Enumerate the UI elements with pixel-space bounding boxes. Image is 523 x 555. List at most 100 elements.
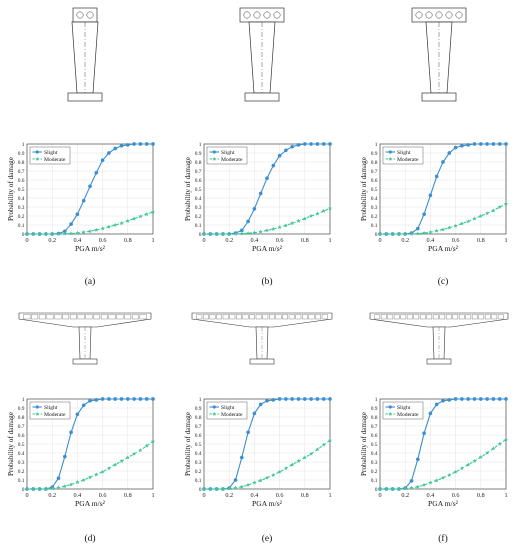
data-point	[239, 455, 244, 460]
data-point	[296, 143, 301, 147]
data-point	[246, 219, 250, 224]
data-point	[377, 231, 383, 236]
data-point	[415, 484, 420, 489]
y-tick-label: 0.3	[195, 205, 202, 211]
data-point	[284, 148, 288, 153]
data-point	[503, 437, 509, 442]
y-tick-label: 0.1	[195, 478, 202, 484]
pier-cell	[435, 11, 443, 19]
y-tick-label: 1	[22, 142, 25, 148]
data-point	[69, 430, 73, 435]
data-point	[119, 397, 124, 401]
pier-cell	[425, 11, 433, 19]
data-point	[113, 397, 118, 401]
deck-cell	[321, 314, 328, 320]
data-point	[453, 223, 458, 228]
data-point	[100, 158, 105, 163]
data-point	[277, 153, 282, 158]
chart-panel: 0 0.2 0.4 0.6 0.8 1 0 0.1 0.2 0.3 0.4 0.5 0.6 0.7 0.8 0…	[184, 397, 333, 544]
y-tick-label: 0.4	[195, 451, 202, 457]
data-point	[504, 397, 508, 401]
data-point	[119, 143, 124, 148]
data-point	[290, 221, 295, 225]
x-tick-label: 0	[25, 237, 28, 244]
data-point	[415, 226, 420, 231]
deck-cell	[249, 314, 255, 320]
data-point	[94, 472, 99, 477]
data-point	[151, 142, 155, 146]
data-point	[440, 227, 446, 232]
y-axis-label: Probability of damage	[7, 412, 15, 476]
data-point	[113, 146, 118, 151]
chart-panel: 0 0.2 0.4 0.6 0.8 1 0 0.1 0.2 0.3 0.4 0.5 0.6 0.7 0.8 0…	[184, 142, 333, 287]
legend-marker	[35, 150, 39, 154]
data-point	[422, 230, 427, 235]
data-point	[491, 142, 496, 146]
series-moderate	[24, 439, 156, 491]
x-tick-label: 0.8	[477, 492, 485, 499]
data-point	[94, 170, 99, 175]
data-point	[321, 442, 326, 447]
data-point	[246, 231, 251, 236]
data-point	[56, 476, 61, 481]
y-tick-label: 0.1	[371, 478, 378, 484]
y-tick-label: 0.4	[195, 196, 202, 202]
y-tick-label: 1	[375, 142, 378, 148]
data-point	[81, 230, 86, 234]
data-point	[384, 231, 389, 236]
data-point	[81, 477, 86, 482]
data-point	[327, 206, 333, 211]
data-point	[277, 469, 282, 474]
deck-cell	[77, 314, 85, 320]
data-point	[478, 213, 483, 218]
legend-marker	[388, 405, 392, 409]
legend-label: Slight	[44, 150, 58, 156]
legend-label: Moderate	[44, 412, 66, 418]
x-tick-label: 0.6	[99, 492, 107, 499]
data-point	[258, 191, 263, 196]
data-point	[37, 231, 42, 236]
data-point	[119, 458, 124, 463]
chart-panel: 0 0.2 0.4 0.6 0.8 1 0 0.1 0.2 0.3 0.4 0.5 0.6 0.7 0.8 0…	[7, 397, 156, 544]
data-point	[283, 466, 288, 471]
data-point	[315, 447, 320, 452]
data-point	[138, 142, 143, 146]
data-point	[284, 397, 288, 401]
data-point	[75, 412, 80, 417]
data-point	[144, 212, 149, 216]
data-point	[265, 398, 269, 403]
deck-cell	[269, 314, 275, 320]
data-point	[43, 231, 48, 236]
data-point	[271, 226, 276, 231]
deck-cell	[491, 314, 498, 320]
plot-frame	[203, 143, 331, 235]
data-point	[62, 454, 67, 459]
series-line	[380, 439, 507, 490]
deck-cell	[406, 314, 413, 320]
series-moderate	[24, 209, 156, 236]
legend-label: Slight	[221, 150, 235, 156]
data-point	[390, 231, 395, 236]
y-tick-label: 0	[22, 487, 25, 493]
legend-box	[29, 401, 71, 420]
x-axis-label: PGA m/s²	[75, 244, 106, 253]
data-point	[422, 212, 426, 217]
x-axis-label: PGA m/s²	[75, 499, 106, 508]
y-tick-label: 0.4	[18, 196, 25, 202]
data-point	[384, 486, 389, 491]
data-point	[277, 225, 282, 230]
deck-cell	[38, 314, 46, 320]
pier-cell	[76, 11, 84, 19]
deck-cell	[209, 314, 216, 320]
x-tick-label: 1	[151, 237, 154, 244]
deck-cell	[69, 314, 77, 320]
data-point	[220, 231, 225, 236]
data-point	[485, 397, 489, 401]
data-point	[491, 446, 496, 451]
x-tick-label: 0.6	[276, 237, 284, 244]
data-point	[497, 397, 502, 401]
y-tick-label: 0.2	[371, 469, 378, 475]
data-point	[56, 231, 61, 236]
data-point	[428, 230, 433, 234]
